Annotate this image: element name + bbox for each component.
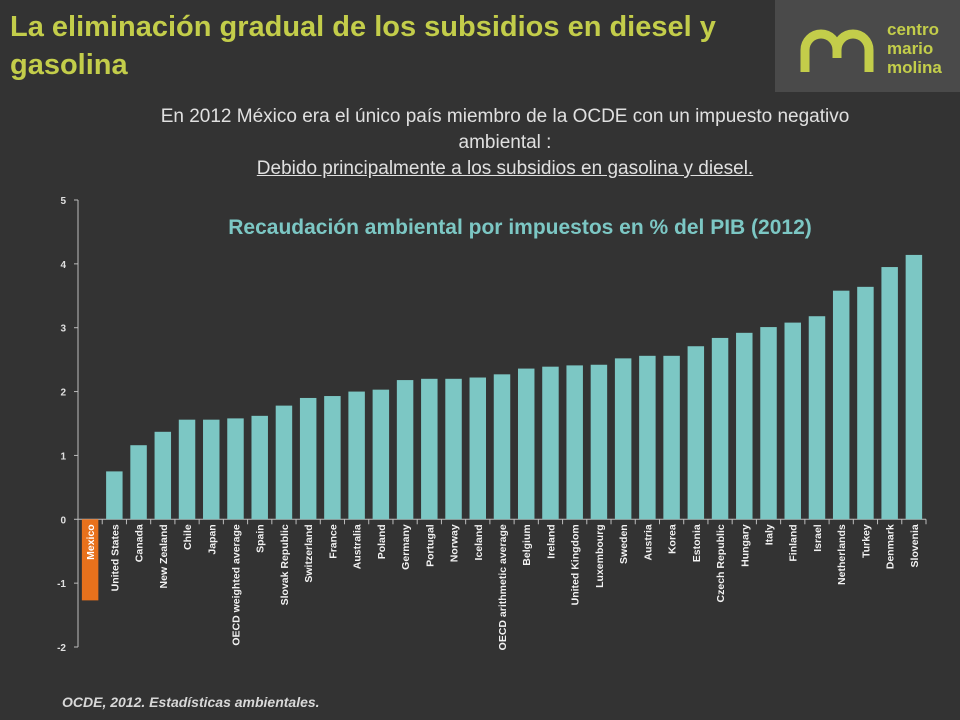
- x-category-label: Canada: [134, 524, 146, 562]
- x-category-label: Japan: [206, 524, 218, 554]
- x-category-label: Spain: [255, 524, 267, 553]
- x-category-label: Korea: [667, 524, 679, 554]
- x-category-label: Italy: [764, 524, 776, 545]
- bar: [711, 337, 729, 520]
- source-note: OCDE, 2012. Estadísticas ambientales.: [62, 694, 320, 710]
- bar: [517, 368, 535, 520]
- bar: [663, 355, 680, 520]
- x-category-label: France: [327, 524, 339, 559]
- bar: [203, 419, 220, 520]
- y-tick-label: 0: [60, 515, 66, 526]
- x-category-label: Netherlands: [836, 524, 848, 585]
- x-category-label: Slovenia: [909, 524, 921, 567]
- x-category-label: Portugal: [424, 524, 436, 567]
- bar: [784, 322, 801, 520]
- x-category-label: Czech Republic: [715, 524, 727, 602]
- logo-line: centro: [887, 20, 939, 39]
- x-category-label: Hungary: [739, 524, 751, 567]
- x-category-label: Austria: [642, 524, 654, 560]
- x-category-label: Germany: [400, 524, 412, 570]
- bar: [736, 332, 753, 520]
- bar: [687, 346, 705, 520]
- subtitle-line: En 2012 México era el único país miembro…: [160, 106, 850, 153]
- bar: [493, 374, 511, 520]
- x-category-label: Switzerland: [303, 524, 315, 582]
- bar: [324, 396, 341, 520]
- bar: [445, 378, 462, 520]
- bar: [372, 389, 390, 520]
- x-category-label: Iceland: [473, 524, 485, 560]
- chart-title: Recaudación ambiental por impuestos en %…: [228, 216, 812, 239]
- subtitle: En 2012 México era el único país miembro…: [130, 104, 880, 182]
- bar: [566, 365, 583, 520]
- bar: [348, 391, 365, 520]
- bar: [590, 364, 608, 520]
- subtitle-line-underlined: Debido principalmente a los subsidios en…: [256, 158, 754, 179]
- bar: [154, 431, 172, 520]
- x-category-label: New Zealand: [158, 524, 170, 588]
- x-category-label: Australia: [352, 524, 364, 569]
- bar: [832, 290, 850, 520]
- y-tick-label: -1: [57, 579, 66, 590]
- bar: [760, 327, 777, 520]
- bar: [275, 405, 293, 520]
- bar: [808, 316, 826, 520]
- y-tick-label: -2: [57, 643, 66, 654]
- x-category-label: Estonia: [691, 524, 703, 562]
- x-category-label: Sweden: [618, 524, 630, 564]
- bar: [396, 380, 414, 520]
- bar: [881, 267, 898, 520]
- x-category-label: Slovak Republic: [279, 524, 291, 605]
- x-category-label: United States: [109, 524, 121, 591]
- x-category-label: OECD arithmetic average: [497, 524, 509, 650]
- y-tick-label: 2: [60, 388, 66, 399]
- logo: centro mario molina: [775, 0, 960, 92]
- bar-highlight: [81, 519, 99, 601]
- x-category-label: Ireland: [545, 524, 557, 558]
- x-category-label: Norway: [449, 524, 461, 562]
- x-category-label: Poland: [376, 524, 388, 559]
- bar: [130, 445, 147, 520]
- y-tick-label: 5: [60, 196, 66, 207]
- y-tick-label: 1: [60, 451, 66, 462]
- bar: [299, 397, 317, 520]
- centro-mario-molina-logo-icon: [800, 29, 874, 72]
- bar: [542, 366, 559, 520]
- bar: [178, 419, 196, 520]
- x-category-label: Mexico: [85, 524, 97, 560]
- bar: [421, 378, 438, 520]
- bar: [614, 358, 632, 520]
- x-category-label: United Kingdom: [570, 524, 582, 605]
- x-category-label: Belgium: [521, 524, 533, 565]
- x-category-label: OECD weighted average: [230, 524, 242, 646]
- x-category-label: Turkey: [860, 524, 872, 558]
- x-category-label: Finland: [788, 524, 800, 561]
- y-tick-label: 3: [60, 324, 66, 335]
- bar: [251, 415, 268, 520]
- x-category-label: Israel: [812, 524, 824, 552]
- bar: [227, 418, 244, 520]
- page-title: La eliminación gradual de los subsidios …: [10, 11, 716, 81]
- logo-line: mario: [887, 39, 934, 58]
- bar: [905, 254, 923, 520]
- bar: [469, 377, 487, 520]
- bar: [639, 355, 656, 520]
- logo-line: molina: [887, 58, 942, 77]
- bar: [857, 286, 874, 520]
- x-category-label: Denmark: [885, 524, 897, 569]
- x-category-label: Chile: [182, 524, 194, 550]
- logo-text: centro mario molina: [887, 20, 942, 77]
- x-category-label: Luxembourg: [594, 524, 606, 588]
- bar: [106, 471, 123, 520]
- y-tick-label: 4: [60, 260, 66, 271]
